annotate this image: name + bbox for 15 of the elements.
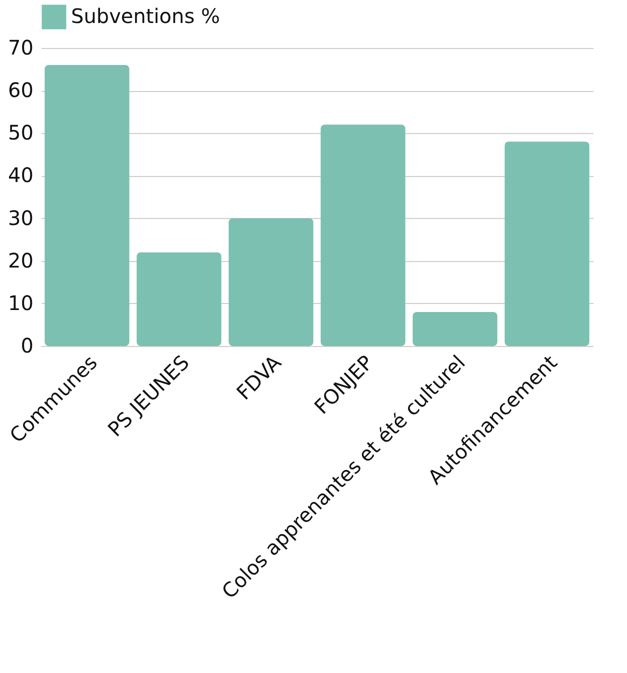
y-tick-label: 60 bbox=[8, 78, 34, 102]
bar bbox=[320, 124, 406, 346]
bar bbox=[504, 142, 590, 346]
legend-label: Subventions % bbox=[71, 4, 220, 28]
bar bbox=[136, 252, 222, 346]
bar bbox=[412, 312, 498, 346]
bar bbox=[44, 65, 130, 346]
y-tick-label: 10 bbox=[8, 290, 34, 315]
y-tick-label: 0 bbox=[20, 334, 34, 358]
y-tick-label: 40 bbox=[8, 163, 34, 188]
y-tick-label: 50 bbox=[8, 120, 34, 145]
y-tick-label: 30 bbox=[8, 206, 34, 230]
bar bbox=[228, 218, 314, 346]
y-tick-label: 20 bbox=[8, 248, 34, 272]
y-tick-label: 70 bbox=[8, 36, 34, 60]
